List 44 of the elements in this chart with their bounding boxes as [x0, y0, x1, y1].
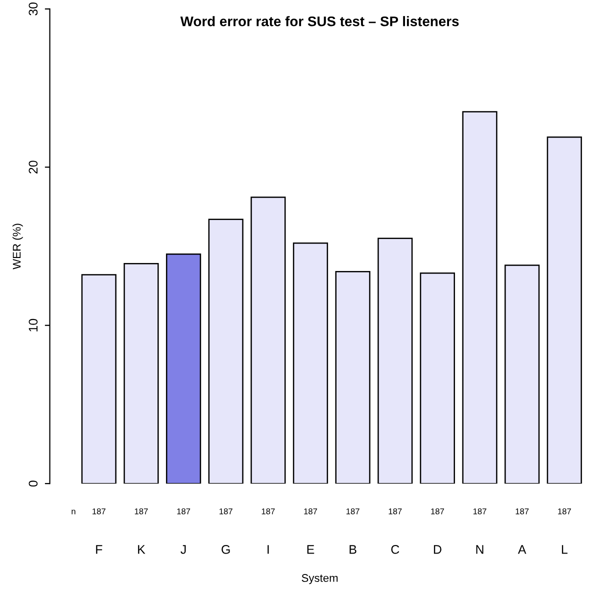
text: 187 — [262, 508, 275, 514]
x-tick-label: F — [96, 545, 102, 554]
chart-title: Word error rate for SUS test – SP listeners — [180, 16, 459, 26]
bar — [378, 238, 413, 484]
bar — [81, 274, 116, 484]
text: 187 — [177, 508, 190, 514]
bar — [335, 270, 370, 484]
text: 187 — [220, 508, 232, 514]
text: 187 — [558, 508, 571, 514]
x-tick-label: G — [222, 545, 230, 554]
x-tick-label: C — [391, 545, 400, 554]
y-axis-title: WER (%) — [12, 224, 23, 270]
bar — [504, 264, 540, 484]
text: 187 — [516, 508, 529, 514]
y-tick-label: 0 — [28, 480, 38, 487]
x-tick-label: B — [350, 545, 356, 554]
text: 187 — [473, 508, 486, 514]
y-tick-label: 10 — [28, 318, 38, 332]
text: 187 — [92, 508, 106, 514]
y-tick-label: 30 — [28, 2, 38, 16]
y-tick-label: 20 — [28, 160, 38, 174]
bar — [250, 196, 286, 484]
text: 187 — [431, 508, 444, 514]
text: 187 — [346, 508, 360, 514]
text: n — [72, 510, 76, 514]
bar — [124, 263, 159, 484]
bar — [208, 218, 244, 484]
bar — [420, 272, 455, 484]
bar — [546, 136, 582, 484]
bar — [462, 111, 498, 484]
x-tick-label: D — [434, 545, 442, 554]
text: 187 — [134, 508, 148, 514]
x-tick-label: K — [138, 545, 146, 554]
bar — [166, 254, 202, 484]
bar — [292, 242, 328, 484]
x-tick-label: A — [518, 545, 526, 554]
x-tick-label: I — [268, 545, 269, 554]
x-tick-label: N — [476, 545, 484, 554]
x-tick-label: E — [307, 545, 314, 554]
x-tick-label: L — [562, 545, 568, 554]
x-axis-title: System — [302, 574, 338, 584]
x-tick-label: J — [180, 545, 186, 554]
text: 187 — [304, 508, 318, 514]
text: 187 — [388, 508, 402, 514]
